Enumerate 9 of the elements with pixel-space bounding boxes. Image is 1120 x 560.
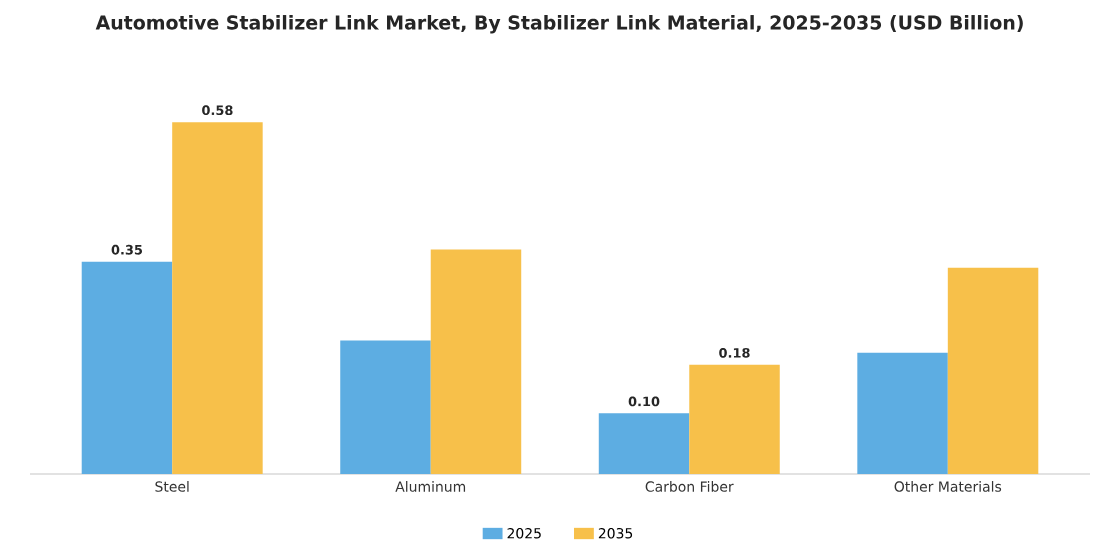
- bar: [172, 122, 263, 474]
- bar: [598, 413, 690, 474]
- chart-title: Automotive Stabilizer Link Market, By Stabilizer Link Material, 2025-2035 (USD Billion): [95, 15, 1023, 34]
- bar: [340, 340, 431, 474]
- bar: [947, 267, 1039, 474]
- bar: [689, 364, 780, 474]
- bar: [430, 249, 522, 474]
- bar: [81, 261, 173, 474]
- bar: [857, 352, 948, 474]
